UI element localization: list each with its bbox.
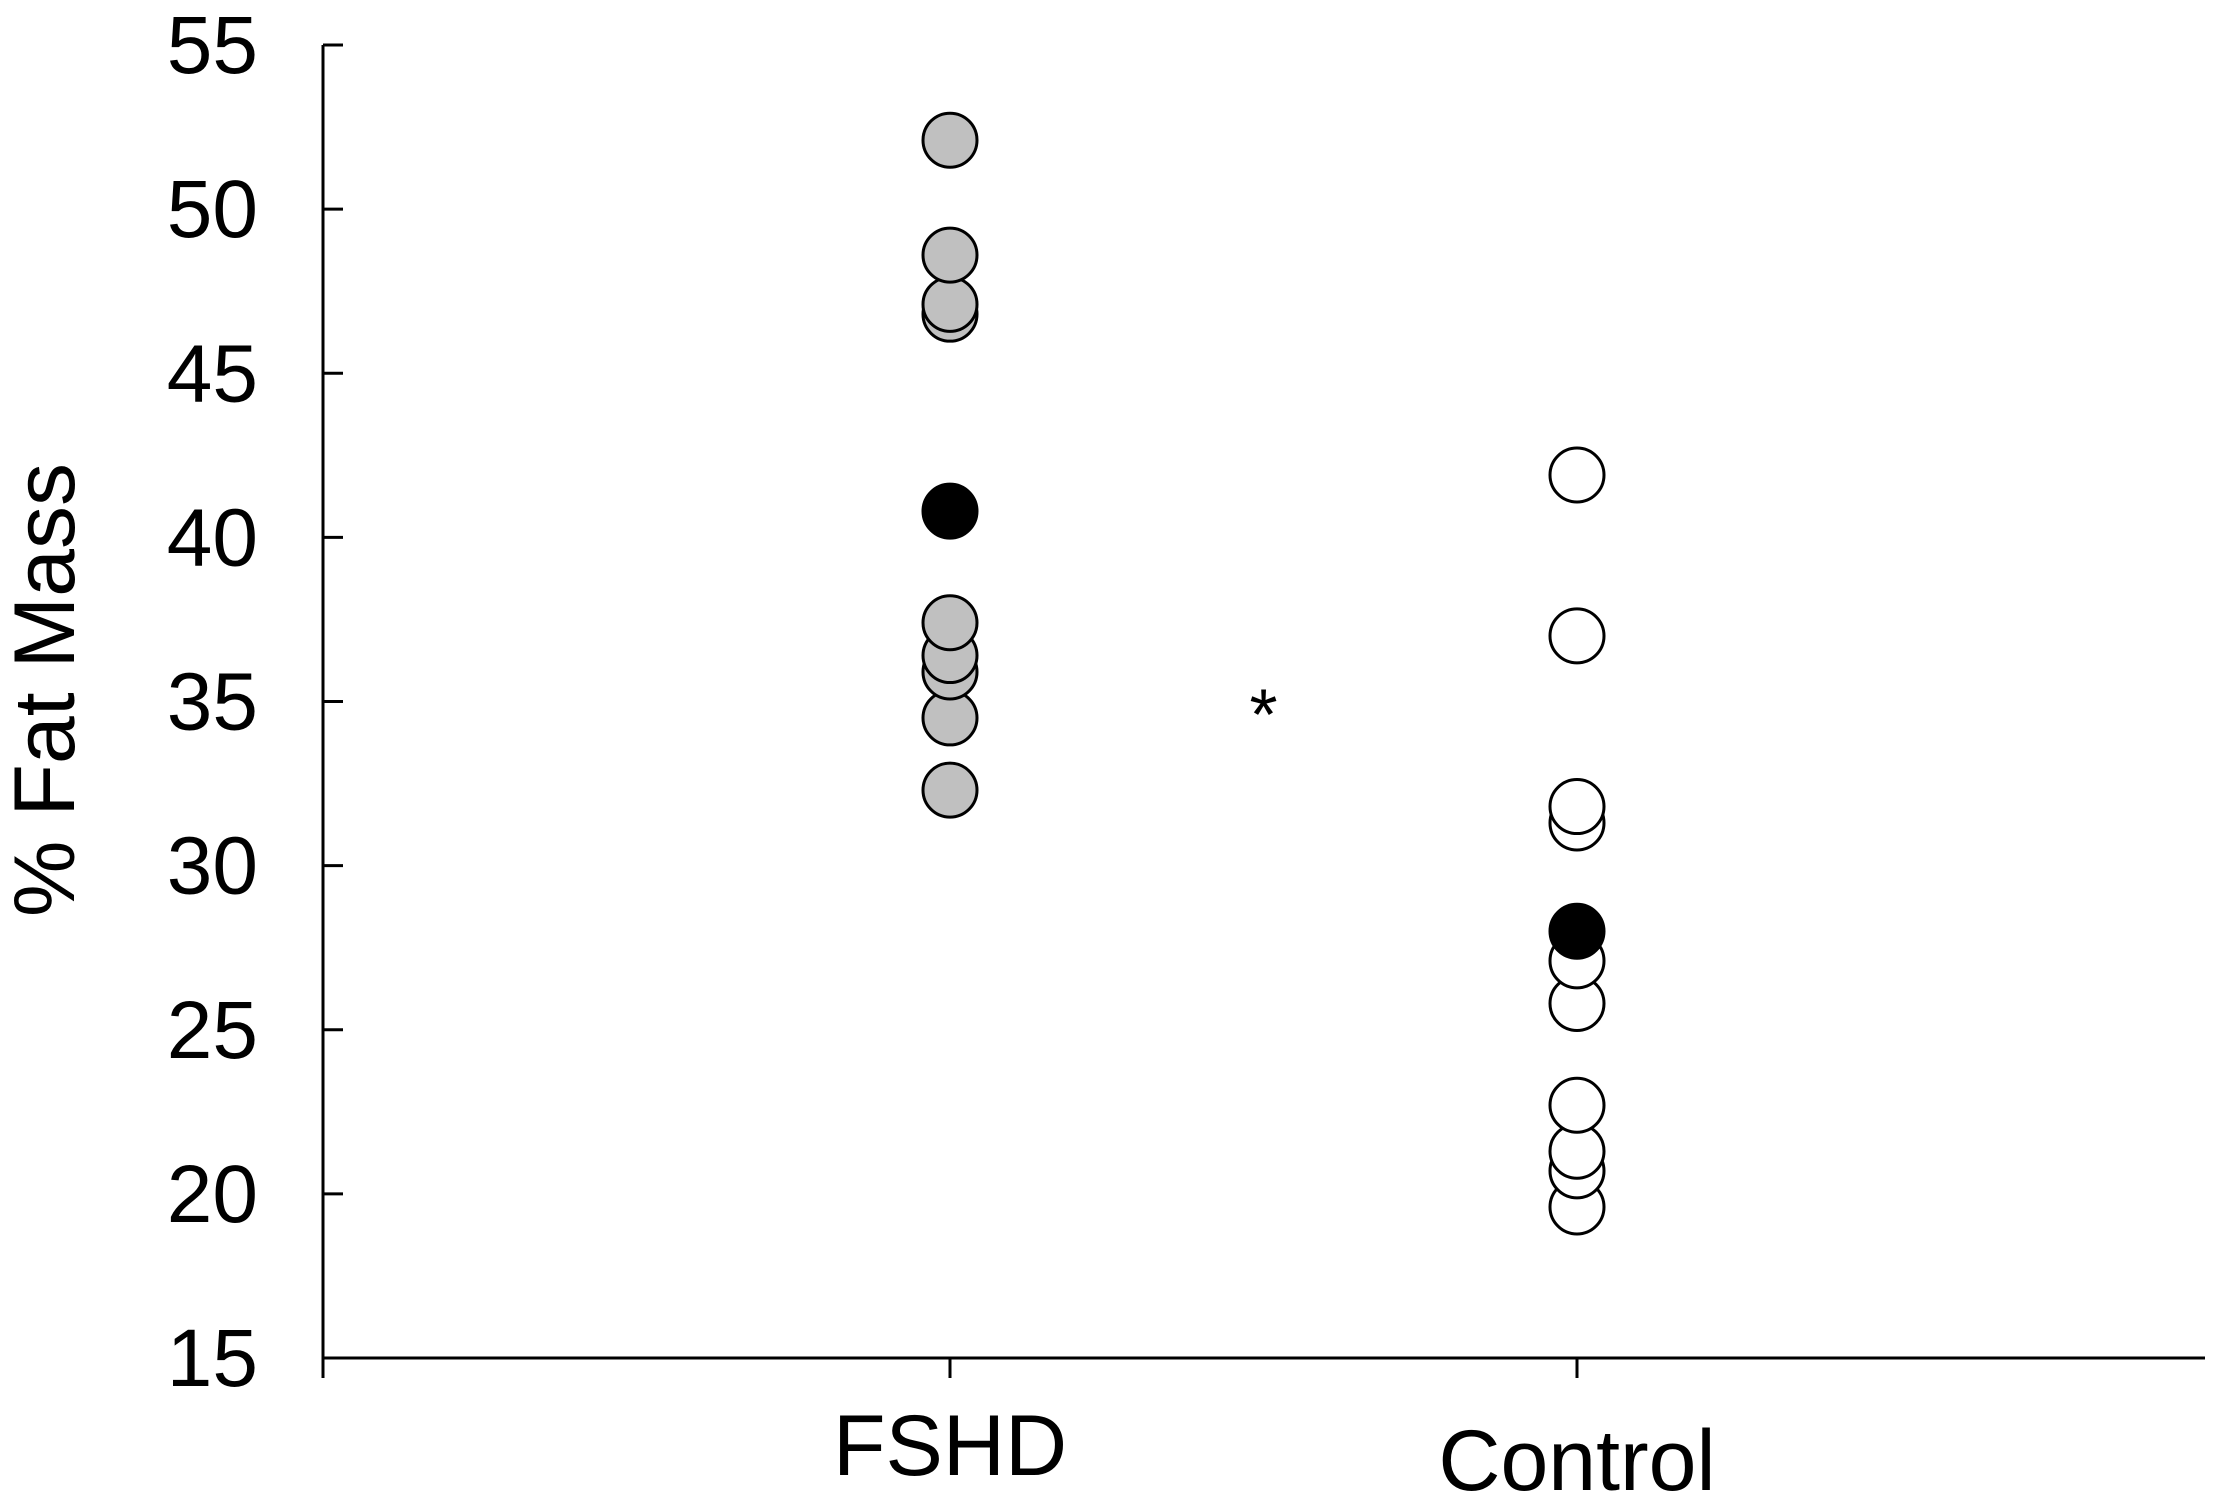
data-point-control xyxy=(1548,1076,1606,1134)
y-tick-label: 55 xyxy=(167,0,258,91)
y-tick-label: 30 xyxy=(167,821,258,912)
data-point-fshd xyxy=(921,275,979,333)
y-tick-label: 50 xyxy=(167,164,258,255)
data-point-control xyxy=(1548,902,1606,960)
data-point-fshd xyxy=(921,482,979,540)
data-point-control xyxy=(1548,446,1606,504)
data-point-fshd xyxy=(921,761,979,819)
y-axis-ticks: 15 20 25 30 35 40 45 50 55 xyxy=(167,0,343,1404)
data-point-fshd xyxy=(921,226,979,284)
data-point-fshd xyxy=(921,111,979,169)
data-point-fshd xyxy=(921,594,979,652)
y-tick-label: 45 xyxy=(167,328,258,419)
annotations: * xyxy=(1249,676,1277,756)
x-axis-ticks: FSHD Control xyxy=(833,1358,1716,1509)
data-point-control xyxy=(1548,607,1606,665)
y-tick-label: 25 xyxy=(167,985,258,1076)
data-points xyxy=(921,111,1606,1236)
y-tick-label: 20 xyxy=(167,1149,258,1240)
y-tick-label: 35 xyxy=(167,657,258,748)
y-tick-label: 15 xyxy=(167,1313,258,1404)
x-category-label-control: Control xyxy=(1438,1413,1715,1505)
y-axis-label: % Fat Mass xyxy=(0,463,93,917)
axes xyxy=(321,45,2205,1378)
data-point-control xyxy=(1548,778,1606,836)
significance-asterisk: * xyxy=(1249,676,1277,756)
x-category-label-fshd: FSHD xyxy=(833,1398,1067,1494)
y-tick-label: 40 xyxy=(167,492,258,583)
